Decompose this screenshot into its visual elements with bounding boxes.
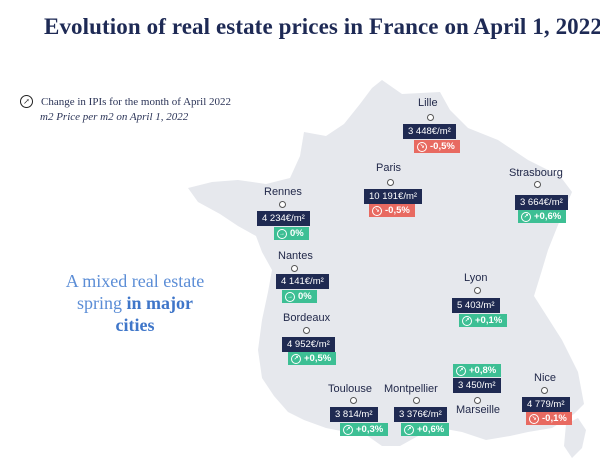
city-change-badge: → 0% [282, 290, 317, 303]
city-change: +0,1% [475, 315, 503, 326]
city-marker-dot [474, 287, 481, 294]
trend-up-icon: ↗ [404, 424, 414, 435]
trend-flat-icon: → [285, 291, 295, 302]
city-price: 3 814/m² [330, 407, 378, 422]
city-price: 10 191€/m² [364, 189, 423, 204]
tagline-text: A mixed real estate spring [65, 271, 205, 313]
trend-down-icon: ↘ [529, 413, 539, 424]
city-name: Lyon [464, 272, 488, 284]
city-price: 3 664€/m² [515, 195, 568, 210]
trend-up-icon: ↗ [456, 365, 466, 376]
city-change-badge: ↘ -0,1% [526, 412, 572, 425]
city-change-badge: ↗ +0,8% [453, 364, 502, 377]
city-change: 0% [298, 291, 312, 302]
city-change-badge: ↗ +0,6% [518, 210, 567, 223]
city-change-badge: ↗ +0,3% [340, 423, 389, 436]
tagline: A mixed real estate spring in major citi… [60, 270, 210, 336]
city-change: +0,6% [534, 211, 562, 222]
city-change-badge: ↘ -0,5% [414, 140, 460, 153]
city-price: 5 403/m² [452, 298, 500, 313]
arrow-circle-icon: ↗ [20, 95, 33, 108]
city-marker-dot [413, 397, 420, 404]
city-change: -0,5% [385, 205, 410, 216]
city-price: 3 376€/m² [394, 407, 447, 422]
city-change: 0% [290, 228, 304, 239]
city-price: 4 779/m² [522, 397, 570, 412]
legend-change-label: Change in IPIs for the month of April 20… [41, 95, 232, 108]
city-name: Lille [418, 97, 438, 109]
trend-up-icon: ↗ [291, 353, 301, 364]
city-marker-dot [427, 114, 434, 121]
city-change-badge: ↘ -0,5% [369, 204, 415, 217]
city-name: Strasbourg [509, 167, 563, 179]
trend-down-icon: ↘ [417, 141, 427, 152]
city-marker-dot [279, 201, 286, 208]
city-marker-dot [350, 397, 357, 404]
city-change: +0,6% [417, 424, 445, 435]
city-name: Nice [534, 372, 557, 384]
city-change: -0,5% [430, 141, 455, 152]
france-shape [188, 80, 584, 446]
tagline-highlight: in major cities [115, 293, 194, 335]
city-change: +0,3% [356, 424, 384, 435]
city-marker-dot [303, 327, 310, 334]
city-change-badge: ↗ +0,6% [401, 423, 450, 436]
city-change-badge: ↗ +0,5% [288, 352, 337, 365]
city-marker-dot [474, 397, 481, 404]
city-name: Toulouse [328, 383, 373, 395]
city-change: +0,5% [304, 353, 332, 364]
city-marker-dot [291, 265, 298, 272]
city-name: Marseille [456, 404, 501, 416]
legend-row-change: ↗ Change in IPIs for the month of April … [20, 94, 231, 109]
page-title: Evolution of real estate prices in Franc… [44, 14, 600, 39]
trend-up-icon: ↗ [343, 424, 353, 435]
city-price: 3 450/m² [453, 378, 501, 393]
city-marker-dot [534, 181, 541, 188]
legend-price-label: m2 Price per m2 on April 1, 2022 [40, 110, 189, 123]
city-name: Paris [376, 162, 402, 174]
city-name: Nantes [278, 250, 313, 262]
city-marker-dot [541, 387, 548, 394]
city-marker-dot [387, 179, 394, 186]
legend-row-price: m2 Price per m2 on April 1, 2022 [20, 109, 231, 124]
trend-flat-icon: → [277, 228, 287, 239]
city-change-badge: → 0% [274, 227, 309, 240]
city-change: +0,8% [469, 365, 497, 376]
city-price: 3 448€/m² [403, 124, 456, 139]
trend-down-icon: ↘ [372, 205, 382, 216]
city-change-badge: ↗ +0,1% [459, 314, 508, 327]
city-price: 4 952€/m² [282, 337, 335, 352]
corsica-shape [564, 418, 586, 458]
legend: ↗ Change in IPIs for the month of April … [20, 94, 231, 124]
city-name: Montpellier [384, 383, 438, 395]
city-change: -0,1% [542, 413, 567, 424]
city-price: 4 234€/m² [257, 211, 310, 226]
trend-up-icon: ↗ [521, 211, 531, 222]
city-name: Rennes [264, 186, 302, 198]
city-name: Bordeaux [283, 312, 331, 324]
city-price: 4 141€/m² [276, 274, 329, 289]
trend-up-icon: ↗ [462, 315, 472, 326]
